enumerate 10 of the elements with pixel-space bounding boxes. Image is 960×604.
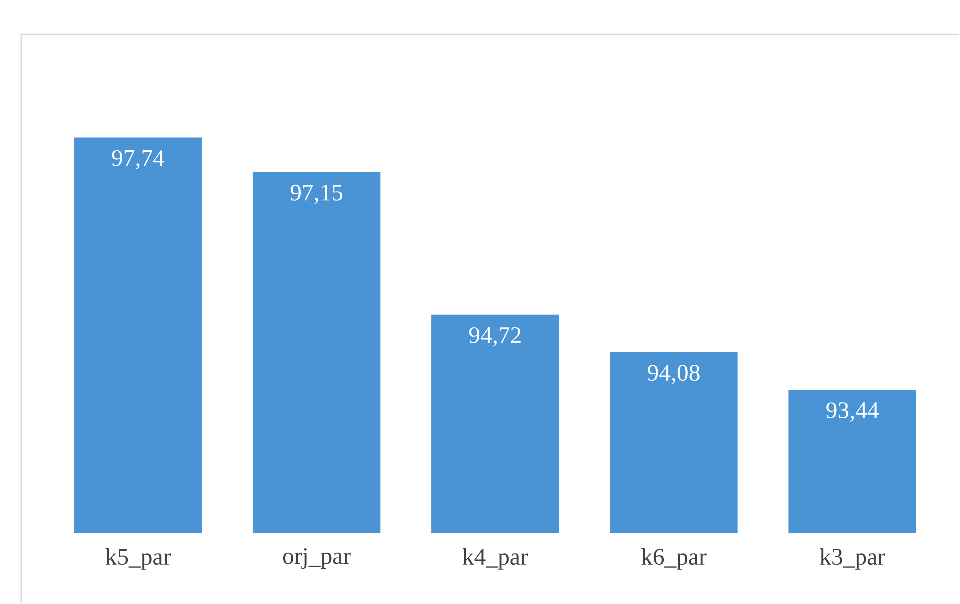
x-tick-label: orj_par: [283, 548, 351, 570]
data-label: 97,74: [112, 150, 165, 170]
x-tick-label: k3_par: [820, 548, 886, 570]
data-label: 97,15: [290, 185, 343, 205]
data-label: 94,08: [648, 365, 700, 385]
x-tick-label: k4_par: [462, 548, 528, 570]
data-label: 93,44: [826, 402, 879, 422]
data-label: 94,72: [469, 328, 521, 348]
x-tick-label: k5_par: [106, 548, 171, 570]
x-tick-label: k6_par: [641, 548, 707, 570]
